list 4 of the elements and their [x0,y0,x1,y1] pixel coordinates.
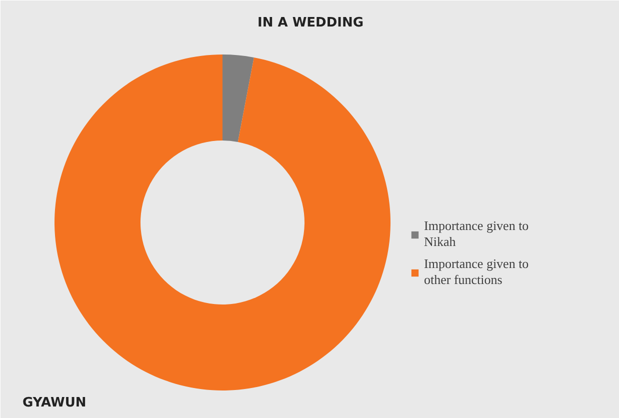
legend-label: Importance given to Nikah [424,218,529,250]
legend-label: Importance given to other functions [424,256,529,288]
chart-title: IN A WEDDING [257,16,364,30]
text: GYAWUN [22,396,86,410]
